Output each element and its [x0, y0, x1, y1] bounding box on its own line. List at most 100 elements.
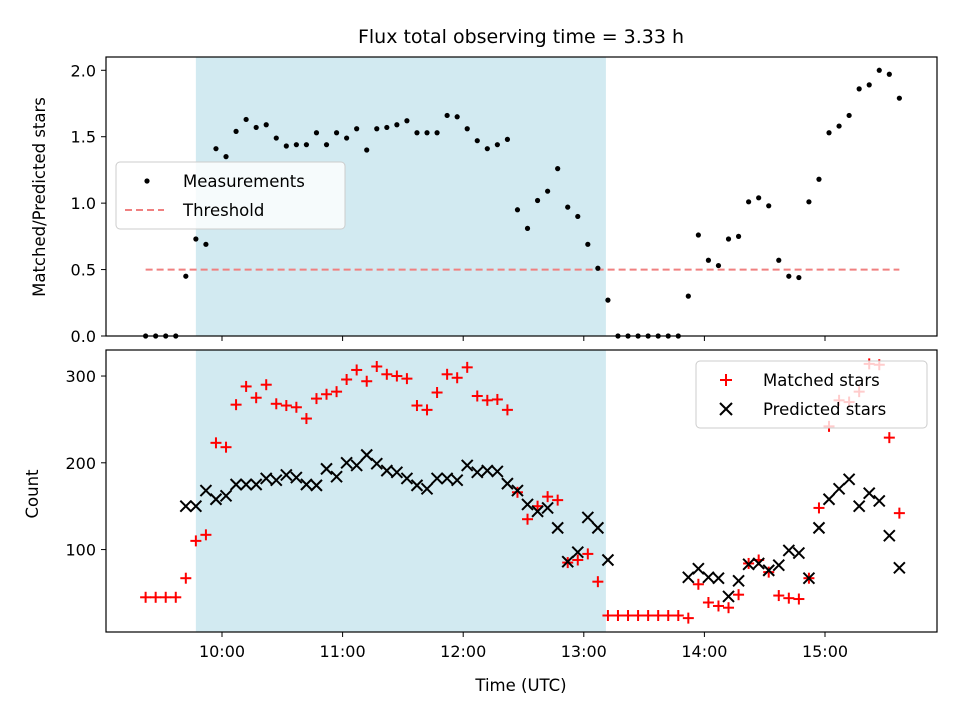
predicted-star-point: [521, 498, 534, 511]
matched-star-point: [893, 507, 905, 519]
predicted-star-point: [551, 521, 564, 535]
predicted-star-point: [229, 478, 243, 491]
measurement-point: [746, 199, 752, 205]
matched-star-point: [341, 374, 353, 386]
predicted-star-point: [219, 489, 233, 502]
matched-star-point: [431, 387, 443, 399]
top-y-axis: 0.0 0.5 1.0 1.5 2.0: [71, 61, 106, 346]
predicted-star-point: [541, 501, 554, 515]
predicted-star-point: [732, 574, 745, 588]
matched-star-point: [532, 500, 544, 512]
predicted-star-point: [239, 478, 253, 491]
matched-star-point: [511, 486, 523, 498]
matched-star-point: [331, 386, 343, 398]
predicted-star-point: [792, 546, 806, 560]
y-tick-label: 200: [65, 454, 96, 473]
matched-star-point: [522, 513, 534, 525]
measurement-point: [756, 195, 762, 201]
predicted-star-point: [692, 562, 705, 575]
matched-star-point: [682, 612, 694, 624]
measurement-point: [715, 262, 722, 269]
predicted-star-point: [340, 456, 353, 470]
matched-star-point: [783, 592, 795, 604]
measurement-point: [806, 199, 812, 205]
measurement-point: [364, 147, 370, 153]
predicted-star-point: [461, 459, 474, 472]
y-tick-label: 1.0: [71, 194, 96, 213]
matched-star-point: [491, 393, 503, 405]
matched-star-point: [351, 364, 363, 376]
predicted-star-point: [702, 571, 715, 584]
matched-star-point: [652, 610, 664, 622]
predicted-star-point: [822, 493, 836, 506]
measurement-point: [374, 126, 380, 132]
matched-star-point: [501, 404, 513, 416]
predicted-star-point: [290, 471, 303, 484]
matched-star-point: [441, 368, 453, 380]
measurement-point: [474, 138, 480, 144]
bottom-y-axis-label: Count: [23, 469, 42, 519]
measurement-point: [524, 225, 531, 231]
matched-star-point: [702, 596, 714, 608]
predicted-star-point: [722, 590, 735, 603]
predicted-star-point: [883, 529, 896, 542]
measurement-point: [414, 130, 420, 136]
matched-star-point: [763, 566, 775, 578]
predicted-star-point: [310, 479, 323, 492]
predicted-star-point: [179, 499, 193, 513]
measurement-point: [786, 273, 792, 279]
measurement-point: [826, 130, 832, 136]
predicted-star-point: [852, 499, 866, 513]
measurement-point: [816, 176, 822, 182]
predicted-star-point: [772, 558, 785, 572]
matched-star-point: [723, 602, 735, 614]
measurement-point: [233, 128, 239, 134]
matched-star-point: [793, 593, 805, 605]
predicted-star-point: [863, 486, 876, 500]
matched-star-point: [411, 400, 423, 412]
predicted-star-point: [350, 459, 363, 472]
predicted-star-point: [893, 561, 906, 574]
measurement-point: [444, 112, 450, 119]
top-axes-frame: [105, 56, 938, 337]
measurement-point: [595, 265, 601, 271]
measurement-point: [545, 188, 551, 194]
predicted-star-point: [511, 484, 524, 497]
matched-star-point: [321, 388, 333, 400]
matched-star-point: [230, 399, 242, 411]
predicted-star-point: [380, 464, 394, 477]
bottom-axes-frame: [105, 349, 938, 633]
y-tick-label: 2.0: [71, 61, 96, 80]
matched-star-point: [552, 494, 564, 506]
matched-star-point: [622, 610, 634, 622]
predicted-star-point: [742, 558, 755, 571]
measurement-point: [183, 273, 189, 279]
predicted-star-point: [561, 555, 574, 568]
predicted-star-point: [501, 477, 514, 490]
measurement-point: [303, 142, 310, 148]
matched-star-point: [813, 502, 825, 514]
matched-star-point: [461, 361, 473, 373]
measurement-point: [484, 146, 490, 152]
predicted-star-point: [591, 521, 605, 535]
matched-star-point: [200, 529, 212, 541]
measurement-point: [293, 142, 299, 148]
matched-star-point: [170, 591, 182, 603]
top-x-axis: [221, 336, 826, 341]
measurement-point: [394, 122, 400, 128]
measurement-point: [856, 86, 862, 92]
predicted-star-point: [270, 473, 283, 487]
matched-star-point: [542, 491, 554, 503]
measurement-point: [434, 130, 440, 136]
legend-predicted-label: Predicted stars: [763, 400, 886, 419]
matched-star-point: [572, 554, 584, 566]
matched-star-point: [401, 373, 413, 385]
matched-star-point: [642, 610, 654, 622]
predicted-star-point: [400, 472, 414, 485]
measurement-point: [876, 67, 882, 73]
bottom-x-axis: 10:00 11:00 12:00 13:00 14:00 15:00: [199, 632, 848, 661]
legend-threshold-label: Threshold: [182, 201, 264, 220]
matched-star-point: [381, 368, 393, 380]
matched-star-point: [280, 400, 292, 412]
predicted-star-point: [842, 473, 856, 486]
